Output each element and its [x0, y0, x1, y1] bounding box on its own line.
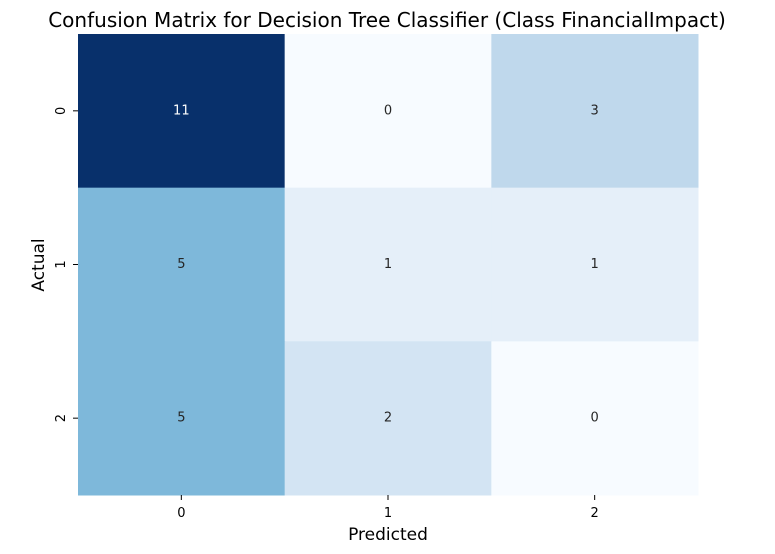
cell-value-label: 3: [591, 103, 599, 118]
heatmap-cell: [284, 34, 492, 189]
heatmap-cell: [284, 187, 492, 342]
y-axis-label: Actual: [29, 238, 49, 291]
heatmap-cell: [491, 187, 699, 342]
x-axis: 0 1 2: [177, 495, 599, 521]
cell-value-label: 5: [177, 411, 185, 426]
x-tick-label: 1: [384, 506, 392, 521]
cell-annotations: 11 0 35 1 15 2 0: [173, 103, 599, 425]
heatmap-cell: [78, 341, 286, 496]
cell-value-label: 1: [384, 257, 392, 272]
x-tick-label: 0: [177, 506, 185, 521]
cell-value-label: 5: [177, 257, 185, 272]
heatmap-cell: [78, 34, 286, 189]
cell-value-label: 0: [591, 411, 599, 426]
heatmap-cells: [78, 34, 699, 496]
heatmap-cell: [491, 34, 699, 189]
heatmap-cell: [78, 187, 286, 342]
cell-value-label: 11: [173, 103, 190, 118]
cell-value-label: 1: [591, 257, 599, 272]
x-axis-label: Predicted: [348, 525, 428, 545]
y-tick-label: 1: [54, 260, 69, 268]
heatmap-cell: [284, 341, 492, 496]
y-tick-label: 0: [54, 107, 69, 115]
y-tick-label: 2: [54, 414, 69, 422]
chart-title: Confusion Matrix for Decision Tree Class…: [48, 8, 726, 32]
cell-value-label: 2: [384, 411, 392, 426]
y-axis: 0 1 2: [54, 107, 78, 422]
heatmap-cell: [491, 341, 699, 496]
x-tick-label: 2: [591, 506, 599, 521]
cell-value-label: 0: [384, 103, 392, 118]
